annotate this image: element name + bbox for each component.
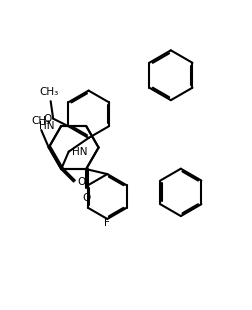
Text: O: O <box>82 193 90 203</box>
Text: HN: HN <box>40 121 55 131</box>
Text: HN: HN <box>72 147 88 157</box>
Text: CH₃: CH₃ <box>40 87 59 97</box>
Text: O: O <box>77 177 86 187</box>
Text: F: F <box>104 218 110 228</box>
Text: O: O <box>44 114 52 124</box>
Text: CH₃: CH₃ <box>32 116 51 126</box>
